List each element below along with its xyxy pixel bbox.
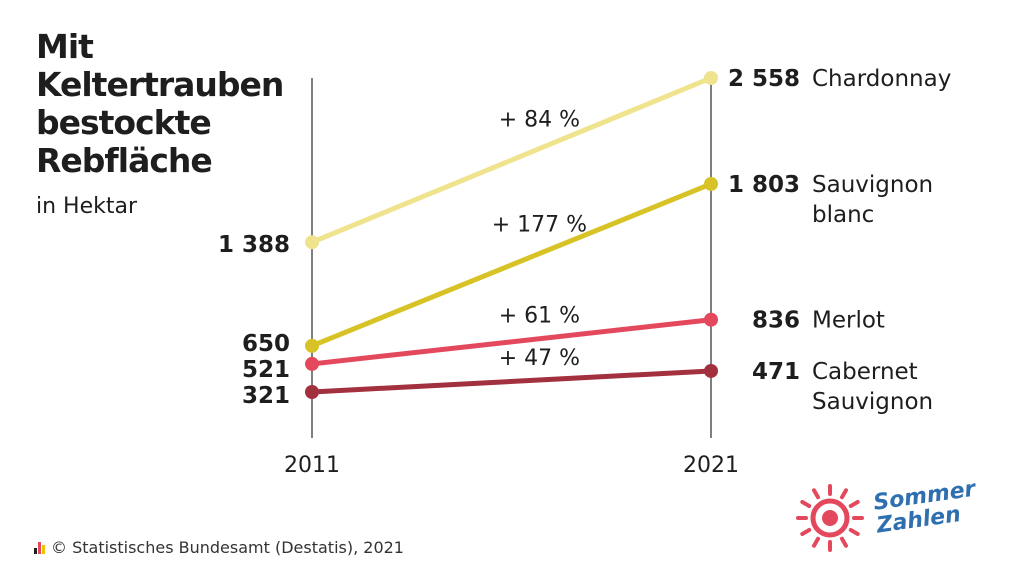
data-label: 521	[242, 357, 290, 383]
data-label: 2 558	[728, 66, 800, 92]
sun-ray	[848, 500, 860, 508]
sun-ray	[840, 536, 848, 548]
sun-ray	[848, 528, 860, 536]
data-point	[704, 71, 718, 85]
data-point	[305, 338, 319, 353]
change-label: + 177 %	[492, 212, 587, 237]
series-line	[309, 75, 714, 245]
sun-icon	[796, 484, 864, 552]
series-line	[309, 181, 714, 349]
sun-ray	[800, 528, 812, 536]
series-name-label: Sauvignon	[812, 389, 933, 415]
chart-subtitle: in Hektar	[36, 194, 138, 219]
data-point	[305, 235, 319, 250]
change-label: + 84 %	[499, 107, 580, 132]
change-label: + 47 %	[499, 346, 580, 371]
sun-ray	[812, 488, 820, 500]
data-point	[704, 363, 718, 378]
series-name-label: Chardonnay	[812, 66, 951, 92]
data-label: 471	[752, 359, 800, 385]
sun-ray	[800, 500, 812, 508]
series-name-label: Merlot	[812, 308, 885, 334]
data-point	[305, 356, 319, 371]
data-label: 836	[752, 308, 800, 334]
series-line	[309, 368, 714, 395]
series-name-label: Sauvignon	[812, 172, 933, 198]
series-name-label: blanc	[812, 202, 874, 228]
series-line	[309, 317, 714, 367]
data-label: 650	[242, 331, 290, 357]
change-label: + 61 %	[499, 304, 580, 329]
destatis-flag-icon	[34, 541, 45, 554]
data-label: 321	[242, 383, 290, 409]
data-point	[704, 176, 718, 191]
logo-text: Sommer Zahlen	[871, 476, 977, 539]
series-name-label: Cabernet	[812, 359, 918, 385]
data-point	[704, 312, 718, 327]
source-note: © Statistisches Bundesamt (Destatis), 20…	[34, 538, 404, 557]
sun-ray	[840, 488, 848, 500]
source-text: © Statistisches Bundesamt (Destatis), 20…	[51, 538, 404, 557]
data-label: 1 388	[218, 232, 290, 258]
sommer-zahlen-logo: Sommer Zahlen	[792, 476, 992, 558]
x-tick-label: 2021	[683, 453, 739, 478]
x-tick-label: 2011	[284, 453, 340, 478]
data-label: 1 803	[728, 172, 800, 198]
data-point	[305, 385, 319, 399]
sun-ray	[812, 536, 820, 548]
chart-title: Mit Keltertrauben bestockte Rebfläche	[36, 27, 284, 180]
